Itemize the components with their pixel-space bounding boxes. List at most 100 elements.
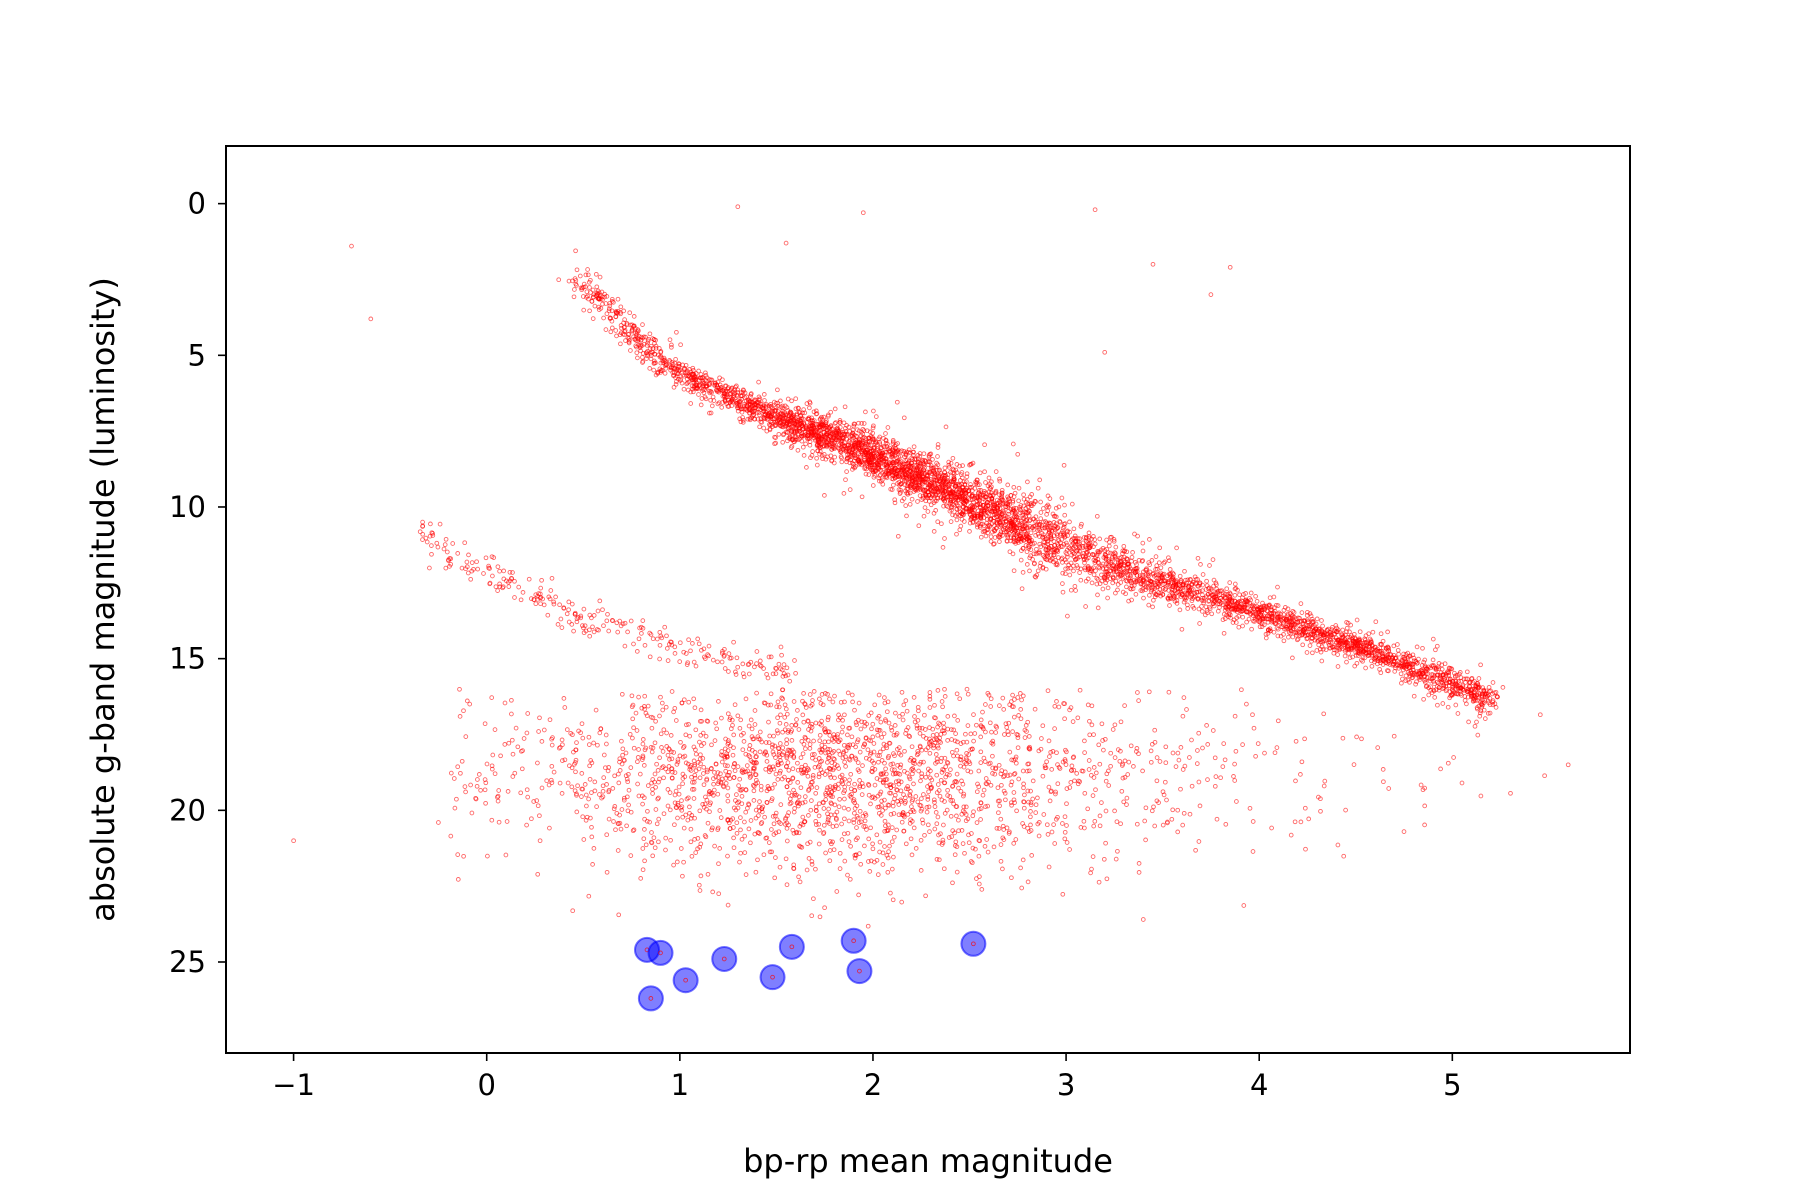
red-data-point: [1312, 628, 1317, 633]
red-data-point: [1291, 614, 1297, 620]
red-data-point: [667, 337, 673, 343]
red-data-point: [789, 398, 794, 404]
red-data-point: [1029, 492, 1035, 497]
red-data-point: [1375, 656, 1381, 662]
red-data-point: [753, 397, 759, 403]
red-data-point: [1378, 642, 1384, 647]
red-data-point: [1340, 627, 1346, 633]
red-data-point: [1197, 588, 1203, 594]
red-data-point: [1129, 597, 1134, 603]
red-data-point: [986, 475, 992, 481]
red-data-point: [420, 537, 425, 542]
red-data-point: [1297, 615, 1302, 621]
red-data-point: [999, 492, 1005, 498]
red-data-point: [1470, 699, 1476, 704]
red-data-point: [1249, 626, 1254, 632]
red-data-point: [609, 308, 615, 314]
red-data-point: [1086, 544, 1091, 550]
red-data-point: [1464, 687, 1470, 692]
red-data-point: [1260, 616, 1266, 622]
red-data-point: [1400, 655, 1406, 660]
red-data-point: [629, 328, 635, 334]
red-data-point: [1335, 629, 1341, 635]
red-data-point: [1029, 503, 1035, 508]
red-data-point: [1319, 628, 1324, 633]
red-data-point: [1469, 676, 1474, 682]
red-data-point: [1269, 615, 1275, 621]
red-data-point: [625, 629, 630, 635]
red-data-point: [1222, 616, 1228, 621]
red-data-point: [1210, 601, 1216, 607]
red-data-point: [1321, 646, 1326, 652]
red-data-point: [1170, 575, 1175, 581]
red-data-point: [574, 267, 580, 273]
red-data-point: [1046, 527, 1052, 533]
red-data-point: [680, 372, 686, 378]
red-data-point: [682, 366, 687, 372]
red-data-point: [894, 399, 900, 405]
red-data-point: [761, 425, 767, 431]
red-data-point: [1445, 704, 1451, 710]
red-data-point: [1089, 568, 1095, 573]
red-data-point: [1110, 580, 1116, 586]
red-data-point: [1097, 565, 1102, 571]
red-data-point: [1055, 537, 1061, 542]
red-data-point: [1166, 558, 1172, 563]
red-data-point: [1228, 606, 1234, 612]
red-data-point: [1146, 602, 1152, 608]
red-data-point: [1441, 678, 1447, 683]
red-data-point: [1420, 645, 1425, 651]
red-data-point: [597, 296, 602, 301]
red-data-point: [776, 661, 782, 667]
red-data-point: [686, 637, 691, 643]
red-data-point: [1032, 574, 1038, 579]
red-data-point: [1421, 696, 1426, 702]
red-data-point: [1300, 642, 1306, 648]
red-data-point: [591, 613, 597, 618]
red-data-point: [657, 656, 662, 662]
red-data-point: [622, 643, 628, 649]
red-data-point: [1199, 604, 1204, 609]
red-data-point: [1271, 610, 1276, 616]
red-data-point: [1400, 676, 1405, 682]
red-data-point: [739, 396, 745, 402]
red-data-point: [590, 316, 596, 321]
red-data-point: [1113, 551, 1118, 556]
red-data-point: [597, 598, 603, 604]
red-data-point: [1237, 592, 1242, 598]
red-data-point: [600, 301, 605, 307]
red-data-point: [1120, 589, 1126, 595]
red-data-point: [895, 533, 901, 539]
red-data-point: [664, 646, 670, 651]
red-data-point: [1174, 545, 1179, 551]
red-data-point: [1221, 593, 1227, 599]
red-data-point: [1254, 604, 1260, 609]
red-data-point: [1380, 645, 1386, 651]
red-data-point: [1448, 677, 1453, 682]
red-data-point: [497, 568, 502, 574]
red-data-point: [1180, 587, 1186, 593]
red-data-point: [1118, 580, 1124, 585]
red-data-point: [1133, 591, 1139, 597]
red-data-point: [1427, 676, 1433, 681]
red-data-point: [890, 439, 896, 445]
red-data-point: [1347, 629, 1352, 635]
red-data-point: [1127, 564, 1132, 569]
red-data-point: [736, 403, 742, 408]
red-data-point: [1045, 502, 1051, 508]
red-data-point: [1022, 528, 1028, 534]
red-data-point: [1119, 569, 1124, 575]
red-data-point: [1147, 537, 1152, 542]
red-data-point: [1410, 662, 1416, 667]
red-data-point: [1045, 508, 1051, 514]
red-data-point: [1418, 672, 1424, 678]
red-data-point: [953, 467, 959, 473]
red-data-point: [1140, 569, 1146, 575]
red-data-point: [1337, 646, 1343, 651]
red-data-point: [1305, 609, 1310, 615]
red-data-point: [947, 500, 953, 506]
red-data-point: [1354, 617, 1360, 623]
red-data-point: [1385, 644, 1391, 650]
red-data-point: [1267, 595, 1273, 601]
red-data-point: [1165, 580, 1171, 586]
